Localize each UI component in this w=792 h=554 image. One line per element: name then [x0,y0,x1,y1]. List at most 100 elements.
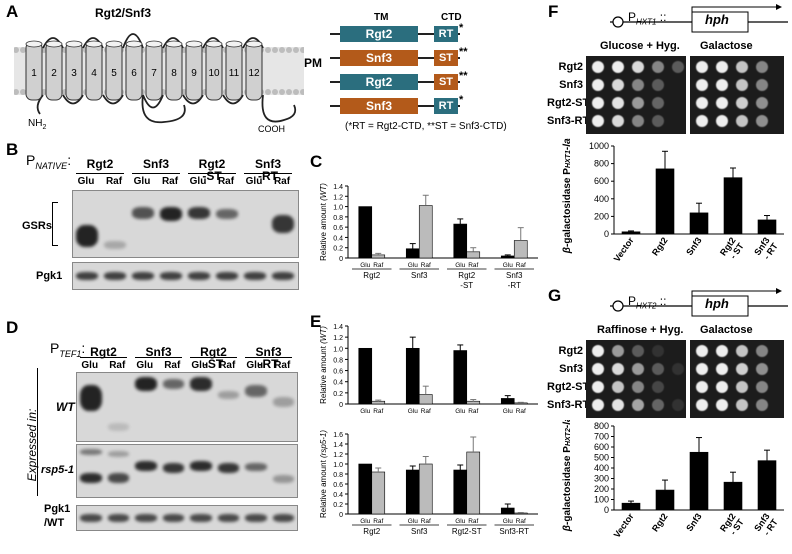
y-tick-label: 0 [339,512,343,519]
construct-tm-domain: Snf3 [340,98,418,114]
yeast-spot [696,363,708,375]
pm-label: PM [304,56,322,70]
chart-f: β-galactosidase PHXT1-lacZ 0 200 400 600 800 1… [562,138,784,264]
lane-label: Raf [109,360,126,371]
hxt2-reporter-construct [610,288,788,317]
y-tick-label: 1.2 [333,194,343,201]
yeast-spot [672,61,684,73]
sub-category-label: Raf [516,518,526,525]
bar-Glu [405,347,420,405]
chimera-constructs: Rgt2 RT * Snf3 ST ** Rgt2 ST ** Snf3 RT * [330,22,490,124]
yeast-spot [652,363,664,375]
strain-row-label: Rgt2 [558,345,583,357]
y-tick-label: 0 [339,402,343,409]
strain-row-label: Snf3 [559,363,583,375]
y-tick-label: 0.8 [333,215,343,222]
blot-band [272,514,294,522]
bar-value [723,481,743,511]
tm-helix-7: 7 [145,40,163,101]
sub-category-label: Raf [421,262,431,269]
tm-number: 12 [248,68,260,79]
panel-g-promoter: PHXT2 :: [628,294,667,311]
strain-label: Rgt2 [86,157,114,171]
sub-category-label: Raf [421,518,431,525]
strain-label: Snf3 -RT [255,345,282,371]
gsrs-bracket [52,202,58,246]
y-tick-label: 1.0 [333,462,343,469]
pgk1-label-b: Pgk1 [36,270,63,282]
y-tick-label: 0.4 [333,492,343,499]
yeast-spot [672,363,684,375]
bar-Glu [500,507,515,515]
sub-category-label: Glu [408,518,419,525]
category-label: Snf3 [411,527,428,536]
panel-f-condition-2: Galactose [700,40,753,52]
panel-letter-d: D [6,318,19,337]
blot-band [245,385,267,397]
bar-Raf [418,205,433,259]
bar-Raf [466,251,481,259]
bar-Raf [418,463,433,515]
blot-band [216,272,238,280]
yeast-spot [632,399,644,411]
blot-band [107,514,129,522]
sub-category-label: Glu [503,262,514,269]
yeast-spot [592,381,604,393]
yeast-spot [652,345,664,357]
category-label: Rgt2 [363,271,380,280]
yeast-spot [736,363,748,375]
bar-value [621,231,641,235]
blot-band [245,463,267,471]
blot-band [217,514,239,522]
bar-value [655,168,675,235]
tm-helix-5: 5 [105,40,123,101]
yeast-spot [592,115,604,127]
tm-helix-8: 8 [165,40,183,101]
lane-label: Raf [219,360,236,371]
tm-number: 8 [171,68,177,79]
bar-Raf [371,400,386,405]
bar-value [689,212,709,235]
native-pgk1-blot [72,262,299,290]
panel-letter-f: F [548,2,559,21]
rsp5-label: rsp5-1 [41,464,75,476]
blot-band [80,473,102,483]
yeast-spot [592,363,604,375]
panel-letter-e: E [310,312,322,331]
y-tick-label: 0.4 [333,235,343,242]
strain-underline [132,173,180,174]
bar-Raf [418,394,433,405]
strain-underline [244,173,292,174]
yeast-spot [736,79,748,91]
nh2-label: NH2 [28,118,47,131]
strain-row-label: Snf3-RT [547,399,590,411]
bar-Raf [371,254,386,259]
yeast-spot [736,399,748,411]
y-tick-label: 1.2 [333,452,343,459]
yeast-spot [716,79,728,91]
category-label: Vector [612,511,636,540]
construct-footnote-mark: ** [459,46,468,58]
strain-label: Rgt2 [90,345,117,359]
tm-number: 11 [229,68,240,79]
yeast-spot [696,115,708,127]
yeast-spot [632,97,644,109]
yeast-spot [696,61,708,73]
bar-Raf [466,451,481,515]
bar-Glu [358,206,373,259]
chart-e-rsp5: Relative amount (rsp5-1) 0 0.2 0.4 0.6 0.8 1.0… [319,430,538,536]
panel-f-gene: hph [705,12,729,27]
strain-row-label: Snf3 [559,79,583,91]
y-tick-label: 0 [604,229,609,239]
blot-band [107,451,129,457]
construct-row: Snf3 ST ** [330,46,490,68]
y-tick-label: 0.2 [333,246,343,253]
category-label: Snf3 [506,271,523,280]
tm-number: 5 [111,68,117,79]
sub-category-label: Raf [373,262,383,269]
tm-helix-12: 12 [245,40,263,101]
category-label: Snf3-RT [499,527,529,536]
strain-underline [190,357,237,358]
yeast-spot [736,381,748,393]
yeast-spot [696,381,708,393]
